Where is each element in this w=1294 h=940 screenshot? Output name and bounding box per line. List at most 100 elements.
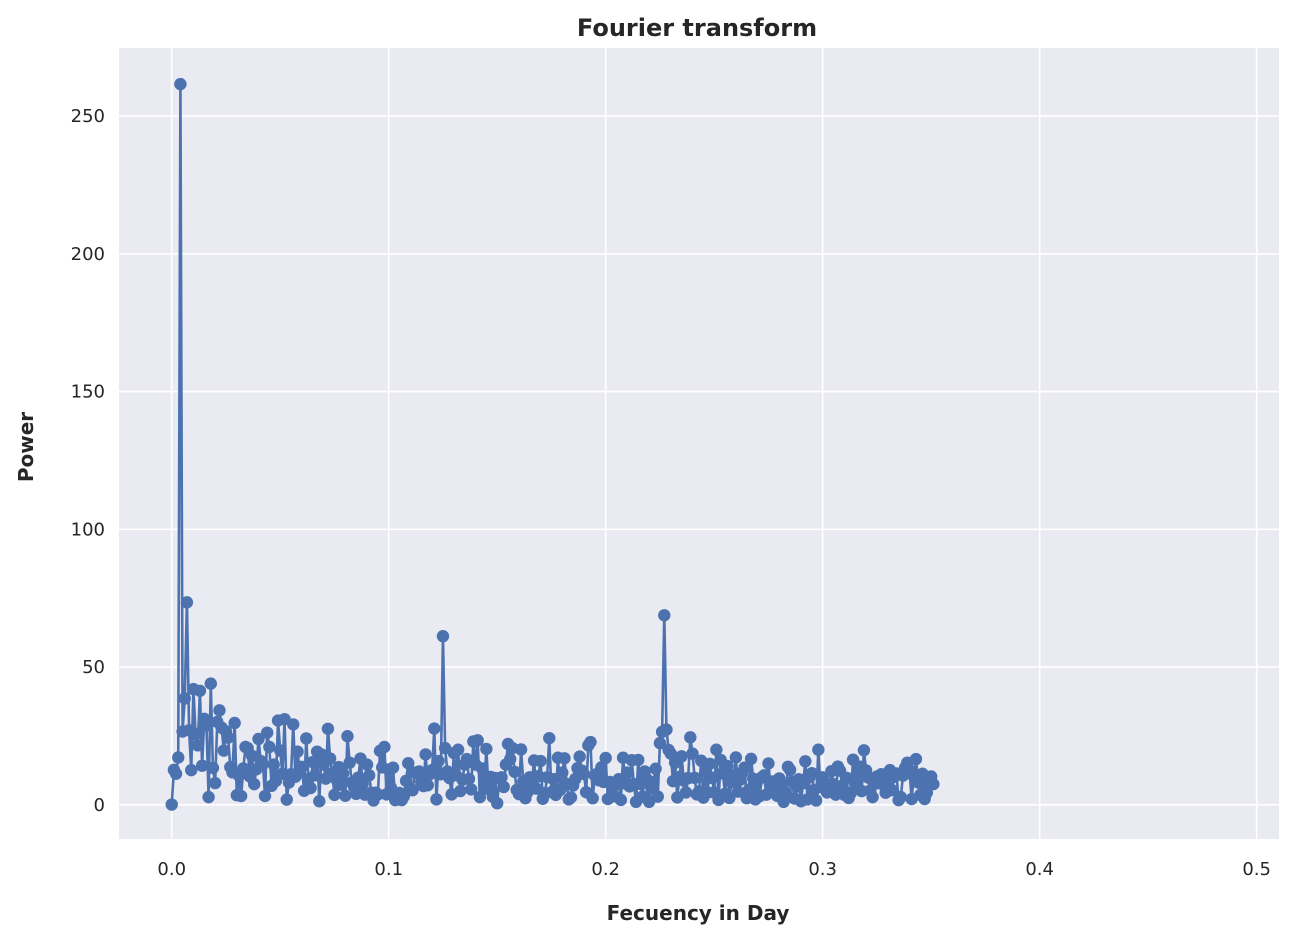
data-point [927,777,940,791]
data-point [829,788,842,801]
data-point [336,767,350,780]
data-point [586,792,599,805]
data-point [252,732,265,746]
data-point [742,783,756,796]
data-point [534,754,547,768]
data-point [180,596,194,609]
data-point [165,798,178,811]
x-tick-label: 0.3 [808,859,837,880]
data-point [909,752,923,766]
data-point [710,743,723,756]
data-point [495,771,508,784]
data-point [217,744,230,757]
data-point [729,751,743,764]
data-point [334,778,348,791]
data-point [300,732,313,745]
data-point [686,747,699,760]
data-point [894,790,907,804]
data-point [703,757,717,770]
data-point [343,756,356,769]
data-point [599,751,612,765]
data-point [723,791,736,805]
x-tick-label: 0.4 [1025,859,1054,880]
data-point [308,769,322,782]
data-point [206,761,220,775]
data-point [491,796,504,810]
data-point [471,734,484,747]
data-point [684,731,697,744]
data-point [213,704,226,717]
data-point [805,766,819,780]
data-point [371,788,385,801]
data-point [436,630,450,643]
data-point [234,789,248,803]
chart-title: Fourier transform [577,14,817,42]
x-tick-label: 0.2 [591,859,620,880]
data-point [267,758,280,771]
data-point [547,773,560,786]
data-point [419,748,432,761]
x-tick-label: 0.5 [1242,859,1271,880]
data-point [402,757,415,770]
data-point [291,745,304,758]
data-point [178,692,191,705]
data-point [508,765,521,778]
data-point [857,744,871,757]
x-tick-label: 0.0 [157,859,186,880]
data-point [430,793,443,806]
data-point [595,761,608,774]
data-point [504,752,517,766]
data-point [731,785,745,798]
data-point [432,754,445,768]
data-point [202,790,215,804]
y-tick-label: 250 [71,106,105,127]
data-point [195,759,209,772]
data-point [356,777,369,791]
data-point [757,769,771,782]
data-point [406,784,419,797]
data-point [577,767,591,781]
data-point [360,758,374,771]
data-point [464,783,478,796]
data-point [688,771,701,785]
data-point [721,759,734,773]
data-point [744,752,758,766]
data-point [621,766,634,779]
data-point [675,750,688,763]
data-point [783,763,797,777]
data-point [543,731,556,745]
data-point [584,735,597,749]
y-tick-label: 150 [71,382,105,403]
data-point [651,790,664,803]
data-point [328,788,341,802]
data-point [632,753,645,767]
data-point [313,795,326,808]
data-point [653,736,667,750]
data-point [306,755,319,769]
y-ticks: 0 50 100 150 200 250 [71,106,105,816]
data-point [649,762,662,775]
data-point [762,757,775,770]
data-point [339,789,352,802]
data-point [412,765,426,778]
data-point [323,752,337,765]
x-tick-label: 0.1 [374,859,403,880]
data-point [497,780,510,794]
data-point [169,767,183,780]
grid [119,48,1279,839]
data-point [174,77,187,91]
data-point [866,790,879,804]
data-point [558,752,571,765]
data-point [799,755,812,768]
data-point [256,757,270,770]
data-point [809,794,823,807]
y-axis-label: Power [14,412,38,482]
data-point [191,739,204,752]
data-point [514,743,528,756]
data-point [208,776,222,790]
data-point [247,777,261,791]
data-point [647,776,660,789]
data-point [421,779,434,792]
x-ticks: 0.0 0.1 0.2 0.3 0.4 0.5 [157,859,1271,880]
